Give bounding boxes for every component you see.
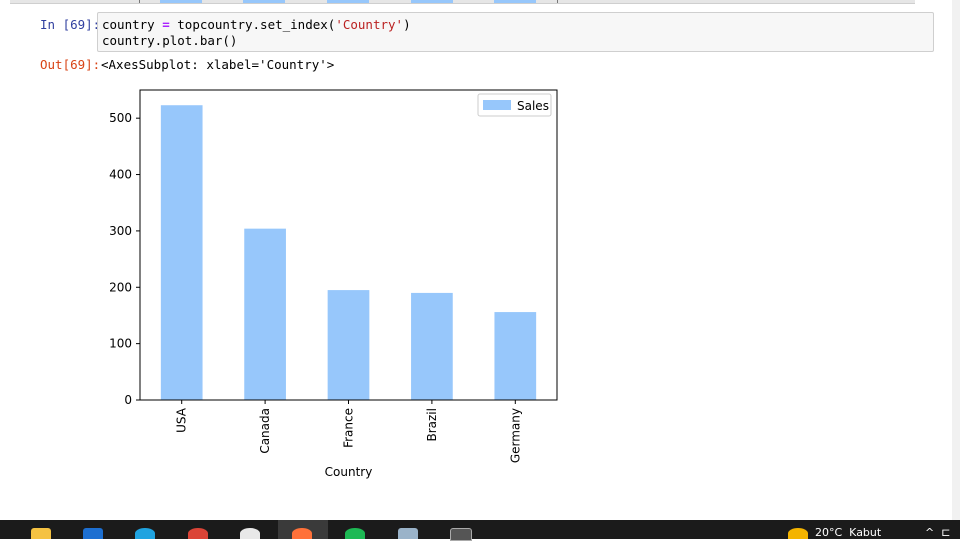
bar-germany	[494, 312, 537, 400]
code-line-2: country.plot.bar()	[102, 33, 237, 48]
output-text: <AxesSubplot: xlabel='Country'>	[101, 57, 335, 72]
code-text: topcountry.set_index(	[169, 17, 336, 32]
code-text: country	[102, 17, 163, 32]
system-tray[interactable]: ^ ⊏	[925, 526, 951, 539]
bar-chart: 0 100 200 300 400 500 USA Canada France Brazil Ge…	[109, 89, 558, 479]
legend-box	[477, 93, 552, 117]
bar-canada	[244, 228, 286, 400]
chrome-icon[interactable]	[188, 528, 208, 539]
weather-icon[interactable]	[788, 528, 808, 539]
y-tick-label: 200	[109, 280, 132, 294]
strip-bar	[327, 0, 369, 3]
page-scrollbar[interactable]	[952, 0, 960, 520]
x-tick-label: France	[342, 408, 356, 448]
x-axis: USA Canada France Brazil Germany	[175, 400, 522, 463]
y-tick-label: 500	[109, 111, 132, 125]
code-text: )	[403, 17, 411, 32]
legend-swatch	[483, 100, 511, 110]
input-prompt: In [69]:	[40, 17, 101, 32]
strip-bar	[243, 0, 285, 3]
code-input-area[interactable]: country = topcountry.set_index('Country'…	[97, 12, 934, 52]
pen-icon[interactable]	[398, 528, 418, 539]
code-operator: =	[162, 17, 170, 32]
firefox-icon[interactable]	[292, 528, 312, 539]
y-tick-label: 300	[109, 224, 132, 238]
y-tick-label: 0	[124, 393, 132, 407]
plot-frame	[139, 89, 558, 401]
weather-text[interactable]: 20°C Kabut	[815, 526, 882, 539]
y-tick-label: 400	[109, 168, 132, 182]
strip-rule	[10, 0, 915, 4]
app-icon[interactable]	[240, 528, 260, 539]
folder-icon[interactable]	[31, 528, 51, 539]
code-text: country.plot.bar()	[102, 33, 238, 48]
y-tick-label: 100	[109, 337, 132, 351]
terminal-icon[interactable]	[450, 528, 472, 541]
y-axis: 0 100 200 300 400 500	[109, 111, 140, 407]
spotify-icon[interactable]	[345, 528, 365, 539]
bar-usa	[160, 105, 203, 400]
bars	[160, 105, 537, 400]
x-tick-label: Brazil	[425, 408, 439, 442]
previous-output-strip	[0, 0, 960, 4]
x-tick-label: USA	[175, 407, 189, 433]
strip-bar	[494, 0, 536, 3]
bar-brazil	[411, 292, 453, 400]
x-tick-label: Canada	[258, 408, 272, 454]
legend: Sales	[477, 93, 552, 117]
x-axis-label: Country	[325, 465, 373, 479]
bar-france	[327, 290, 370, 400]
outlook-icon[interactable]	[83, 528, 103, 539]
strip-bar	[411, 0, 453, 3]
strip-bar	[160, 0, 202, 3]
strip-tick	[557, 0, 558, 3]
skype-icon[interactable]	[135, 528, 155, 539]
strip-tick	[139, 0, 140, 3]
code-line-1: country = topcountry.set_index('Country'…	[102, 17, 411, 32]
output-prompt: Out[69]:	[40, 57, 101, 72]
taskbar: 20°C Kabut ^ ⊏	[0, 520, 960, 541]
legend-label: Sales	[517, 99, 549, 113]
x-tick-label: Germany	[508, 408, 522, 463]
code-string: 'Country'	[335, 17, 404, 32]
